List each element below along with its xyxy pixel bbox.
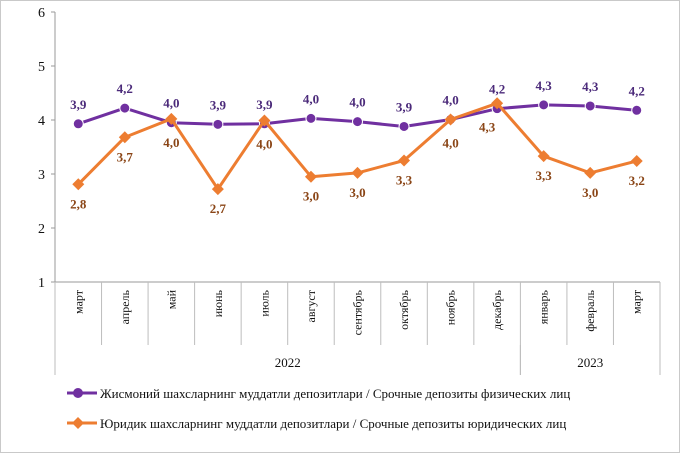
data-point [538,99,550,111]
data-label: 3,3 [536,168,553,183]
data-point [72,178,85,191]
y-tick-label: 2 [38,222,45,237]
year-label: 2023 [577,355,603,370]
data-point [584,166,597,179]
x-tick-label: ноябрь [444,289,458,325]
data-label: 3,9 [256,97,273,112]
data-label: 3,0 [349,185,365,200]
data-label: 4,3 [536,78,553,93]
y-tick-label: 1 [38,276,45,291]
data-point [630,155,643,168]
data-label: 3,9 [396,99,413,114]
x-tick-label: апрель [118,289,132,324]
data-point [211,183,224,196]
x-tick-label: июль [257,289,271,316]
data-label: 3,0 [582,185,598,200]
x-tick-label: март [630,289,644,314]
data-point [537,150,550,163]
data-point [72,118,84,130]
legend-marker [73,388,83,398]
legend-label: Юридик шахсларнинг муддатли депозитлари … [100,416,566,431]
x-tick-label: октябрь [397,289,411,329]
data-label: 4,0 [349,95,365,110]
data-label: 3,0 [303,189,319,204]
data-label: 4,3 [582,79,599,94]
x-tick-label: май [164,289,178,309]
data-point [304,170,317,183]
data-label: 3,3 [396,173,413,188]
data-point [398,154,411,167]
data-label: 4,3 [479,119,496,134]
x-tick-label: декабрь [490,289,504,330]
data-label: 4,2 [117,81,133,96]
data-point [398,120,410,132]
data-label: 4,0 [256,137,272,152]
data-label: 2,8 [70,196,87,211]
data-point [119,102,131,114]
data-point [258,114,271,127]
data-point [212,118,224,130]
data-label: 4,0 [163,135,179,150]
data-point [165,112,178,125]
y-tick-label: 6 [38,6,45,21]
x-tick-label: август [304,289,318,322]
x-tick-label: март [71,289,85,314]
data-point [118,131,131,144]
x-tick-label: июнь [211,289,225,317]
data-label: 4,0 [442,92,458,107]
data-label: 4,0 [303,91,319,106]
x-tick-label: сентябрь [351,289,365,335]
data-label: 3,9 [70,97,87,112]
legend-marker [72,417,84,429]
y-tick-label: 5 [38,60,45,75]
y-tick-label: 3 [38,168,45,183]
data-label: 3,9 [210,97,227,112]
data-label: 3,7 [117,149,134,164]
legend-label: Жисмоний шахсларнинг муддатли депозитлар… [100,386,570,401]
data-label: 2,7 [210,201,227,216]
x-tick-label: январь [537,289,551,324]
data-point [352,116,363,128]
year-label: 2022 [275,355,301,370]
x-tick-label: февраль [583,289,597,331]
data-point [491,97,504,110]
y-tick-label: 4 [38,114,45,129]
data-label: 4,2 [629,83,645,98]
data-point [351,166,364,179]
data-label: 4,2 [489,82,505,97]
data-point [305,112,317,124]
data-point [444,113,457,126]
data-label: 4,0 [163,96,179,111]
data-point [631,104,643,116]
data-point [584,100,596,112]
data-label: 4,0 [442,135,458,150]
data-label: 3,2 [629,173,645,188]
